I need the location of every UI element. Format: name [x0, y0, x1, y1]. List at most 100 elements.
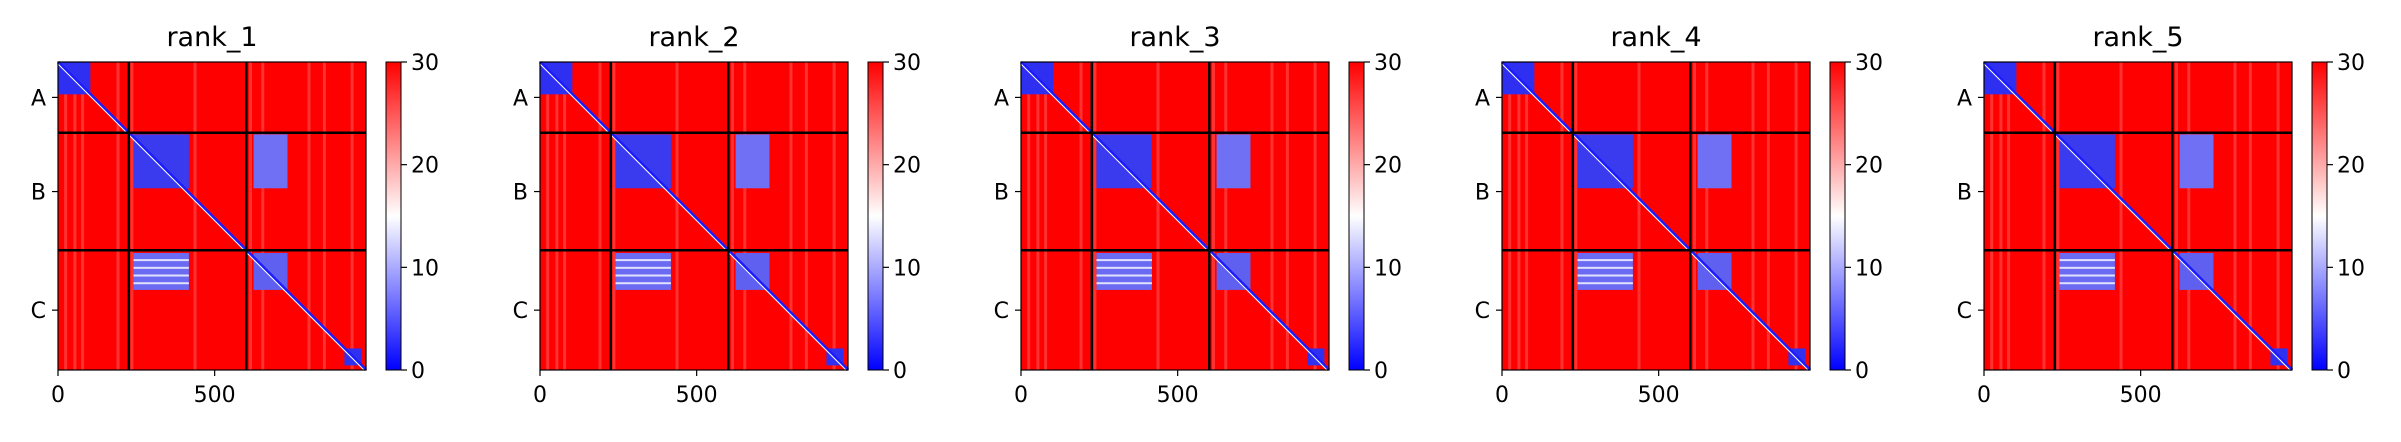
panel-title: rank_3 [1129, 22, 1220, 53]
heatmap-stripe [1705, 62, 1709, 370]
heatmap-stripe [2174, 62, 2178, 370]
heatmap-stripe [1560, 62, 1564, 370]
heatmap-band [615, 266, 671, 269]
heatmap-stripe [116, 62, 120, 370]
heatmap-band [1577, 259, 1633, 262]
heatmap-diagonal [1019, 60, 1331, 372]
panel-5: rank_5 A B C 0 500 0 10 20 30 [1957, 22, 2365, 408]
heatmap-band [133, 266, 189, 269]
heatmap-band [1096, 266, 1152, 269]
heatmap-stripe [130, 62, 134, 370]
heatmap-stripe [1574, 62, 1578, 370]
heatmap-stripe [2233, 62, 2237, 370]
colorbar-tick-label: 30 [893, 51, 921, 76]
panel-3: rank_3 A B C 0 500 0 10 20 30 [994, 22, 1402, 408]
heatmap-stripe [1156, 62, 1160, 370]
heatmap-stripe [789, 62, 793, 370]
heatmap-stripe [1093, 62, 1097, 370]
colorbar-tick-label: 0 [1374, 359, 1388, 384]
heatmap-stripe [248, 62, 252, 370]
heatmap-stripe [73, 62, 77, 370]
heatmap-block [253, 134, 288, 189]
heatmap-stripe [555, 62, 559, 370]
heatmap-band [615, 274, 671, 277]
heatmap-stripe [307, 62, 311, 370]
heatmap-diagonal-edge [1501, 63, 1809, 371]
heatmap-diagonal [538, 60, 850, 372]
heatmap-stripe [1285, 62, 1289, 370]
heatmap-stripe [193, 62, 197, 370]
chain-label: A [31, 86, 46, 111]
axes-frame [57, 61, 367, 371]
heatmap-stripe [730, 62, 734, 370]
colorbar-tick-label: 0 [411, 359, 425, 384]
heatmap-stripe [1224, 62, 1228, 370]
heatmap-stripe [1027, 62, 1031, 370]
colorbar-tick-label: 0 [1855, 359, 1869, 384]
heatmap-block [1697, 134, 1732, 189]
axes-frame [1501, 61, 1811, 371]
x-tick-label: 500 [2120, 383, 2162, 408]
x-tick-label: 500 [676, 383, 718, 408]
colorbar [385, 61, 402, 371]
colorbar-tick-label: 30 [411, 51, 439, 76]
heatmap-band [615, 259, 671, 262]
colorbar-tick-label: 0 [2337, 359, 2351, 384]
heatmap-diagonal [1500, 60, 1812, 372]
axes-frame [1020, 61, 1330, 371]
heatmap-stripe [1313, 62, 1317, 370]
heatmap-stripe [2056, 62, 2060, 370]
heatmap-diagonal [1982, 60, 2294, 372]
heatmap-block [1577, 252, 1633, 290]
axes-frame [1983, 61, 2293, 371]
heatmap-band [1096, 282, 1152, 285]
colorbar-tick-label: 20 [411, 154, 439, 179]
heatmap-stripe [322, 62, 326, 370]
panel-1: rank_1 A B C 0 500 0 10 20 30 [31, 22, 439, 408]
heatmap-band [1577, 282, 1633, 285]
heatmap-stripe [1517, 62, 1521, 370]
x-tick-label: 500 [1638, 383, 1680, 408]
heatmap-band [1577, 274, 1633, 277]
heatmap-block [1096, 134, 1152, 189]
heatmap-stripe [1508, 62, 1512, 370]
heatmap-diagonal-edge [1020, 63, 1328, 371]
heatmap-band [133, 259, 189, 262]
heatmap-stripe [1079, 62, 1083, 370]
colorbar-tick-label: 20 [2337, 154, 2365, 179]
colorbar-tick-label: 10 [2337, 256, 2365, 281]
heatmap-diagonal-edge [539, 63, 847, 371]
heatmap-diagonal [56, 60, 368, 372]
heatmap-stripe [81, 62, 85, 370]
heatmap-stripe [2119, 62, 2123, 370]
heatmap-block [1216, 134, 1251, 189]
panel-4: rank_4 A B C 0 500 0 10 20 30 [1475, 22, 1883, 408]
heatmap-stripe [1766, 62, 1770, 370]
panel-title: rank_5 [2092, 22, 2183, 53]
heatmap-band [1577, 266, 1633, 269]
heatmap-block [133, 252, 189, 290]
heatmap-stripe [261, 62, 265, 370]
chain-label: B [31, 181, 46, 206]
chain-label: A [513, 86, 528, 111]
colorbar-tick-label: 30 [1374, 51, 1402, 76]
heatmap-stripe [64, 62, 68, 370]
heatmap-stripe [2248, 62, 2252, 370]
heatmap-stripe [1794, 62, 1798, 370]
colorbar-tick-label: 20 [1855, 154, 1883, 179]
chain-label: B [1475, 181, 1490, 206]
colorbar-tick-label: 30 [2337, 51, 2365, 76]
heatmap-block [1096, 252, 1152, 290]
heatmap-stripe [675, 62, 679, 370]
heatmap-stripe [563, 62, 567, 370]
chain-label: C [1475, 299, 1490, 324]
heatmap-band [2059, 282, 2115, 285]
heatmap-stripe [1637, 62, 1641, 370]
heatmap-stripe [1036, 62, 1040, 370]
x-tick-label: 0 [1014, 383, 1028, 408]
chain-label: B [513, 181, 528, 206]
heatmap-diagonal-edge [1983, 63, 2291, 371]
heatmap-band [133, 274, 189, 277]
heatmap-band [2059, 266, 2115, 269]
